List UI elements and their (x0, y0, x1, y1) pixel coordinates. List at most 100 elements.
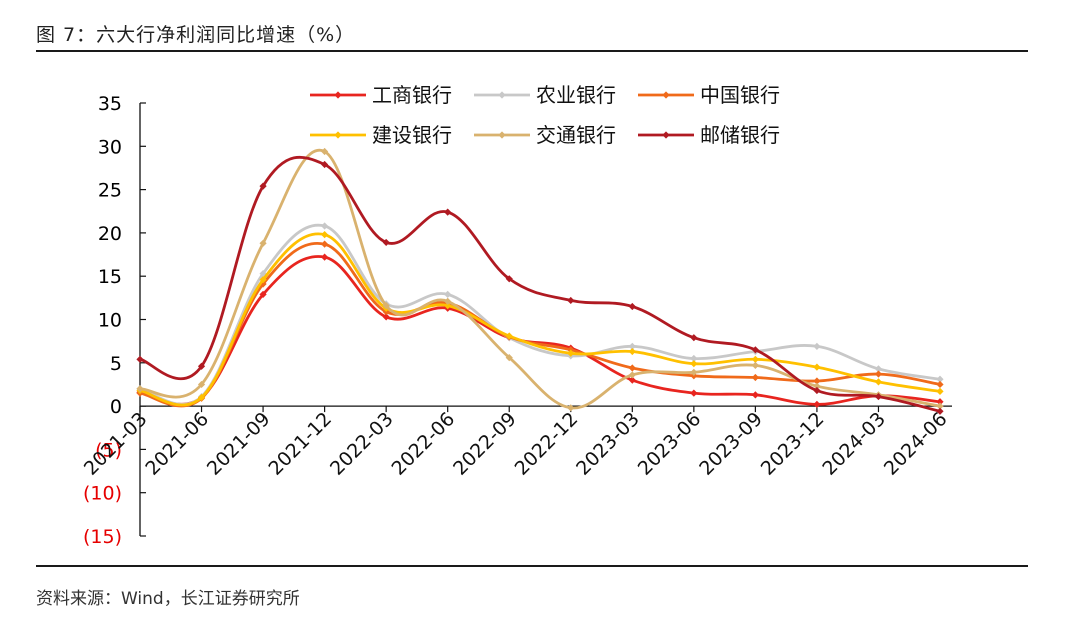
data-point-marker (197, 380, 206, 389)
top-rule (36, 50, 1028, 52)
data-point-marker (382, 313, 390, 321)
x-tick-label: 2022-12 (511, 408, 583, 480)
data-point-marker (874, 378, 883, 386)
y-tick-label: 35 (98, 93, 122, 115)
legend-label: 交通银行 (536, 123, 616, 147)
y-tick-label: 25 (98, 180, 122, 202)
legend-item: 邮储银行 (638, 123, 780, 147)
legend-item: 农业银行 (474, 83, 616, 107)
series-1 (136, 222, 944, 406)
y-tick-label: (10) (83, 483, 122, 505)
data-point-marker (813, 342, 821, 350)
data-point-marker (874, 370, 883, 378)
data-point-marker (259, 239, 267, 247)
data-point-marker (751, 355, 759, 363)
x-tick-label: 2022-06 (388, 408, 460, 480)
data-point-marker (628, 364, 636, 372)
legend-marker (662, 91, 670, 99)
legend-item: 中国银行 (638, 83, 780, 107)
data-point-marker (259, 276, 267, 284)
bottom-rule (36, 565, 1028, 567)
data-point-marker (628, 376, 636, 384)
data-point-marker (444, 290, 452, 298)
data-point-marker (936, 380, 944, 389)
legend-label: 建设银行 (372, 123, 452, 147)
data-point-marker (444, 302, 452, 310)
y-tick-label: 30 (98, 136, 122, 158)
axes: 35302520151050(5)(10)(15)2021-032021-062… (80, 93, 952, 548)
data-point-marker (690, 389, 698, 397)
legend-item: 交通银行 (474, 123, 616, 147)
data-point-marker (259, 280, 267, 288)
data-point-marker (136, 355, 144, 363)
x-tick-label: 2023-03 (572, 408, 644, 480)
data-point-marker (690, 334, 698, 342)
legend-marker (334, 91, 342, 99)
data-point-marker (259, 290, 267, 298)
data-point-marker (628, 342, 636, 350)
data-point-marker (813, 400, 821, 408)
data-point-marker (690, 368, 698, 376)
data-point-marker (813, 377, 821, 385)
figure-source: 资料来源：Wind，长江证券研究所 (36, 589, 300, 609)
data-point-marker (874, 365, 883, 373)
legend-label: 农业银行 (536, 83, 616, 107)
data-point-marker (136, 385, 144, 393)
data-point-marker (444, 208, 452, 216)
data-point-marker (197, 393, 206, 402)
data-point-marker (321, 231, 329, 239)
series-layer (136, 147, 944, 415)
data-point-marker (259, 182, 267, 190)
x-tick-label: 2024-06 (880, 408, 952, 480)
data-point-marker (321, 222, 329, 230)
data-point-marker (259, 270, 267, 278)
x-tick-label: 2022-09 (449, 408, 521, 480)
data-point-marker (690, 360, 698, 368)
data-point-marker (321, 147, 329, 156)
data-point-marker (751, 361, 759, 369)
figure-title: 图 7：六大行净利润同比增速（%） (36, 24, 356, 46)
data-point-marker (936, 407, 944, 415)
data-point-marker (751, 346, 759, 354)
data-point-marker (628, 347, 636, 356)
y-tick-label: 20 (98, 223, 122, 245)
y-tick-label: 15 (98, 266, 122, 288)
data-point-marker (444, 297, 452, 305)
x-tick-label: 2021-03 (80, 408, 152, 480)
series-0 (136, 253, 944, 408)
legend-item: 工商银行 (310, 83, 452, 107)
data-point-marker (751, 373, 759, 382)
y-tick-label: 0 (110, 396, 122, 418)
y-tick-label: (5) (95, 439, 122, 461)
data-point-marker (628, 371, 636, 379)
data-point-marker (382, 238, 390, 247)
y-tick-label: (15) (83, 526, 122, 548)
data-point-marker (567, 349, 575, 357)
legend-label: 工商银行 (372, 83, 452, 107)
legend-item: 建设银行 (310, 123, 452, 147)
x-tick-label: 2023-12 (757, 408, 829, 480)
series-line (138, 241, 942, 408)
legend-marker (498, 131, 506, 139)
data-point-marker (505, 275, 513, 283)
y-tick-label: 5 (110, 353, 122, 375)
x-tick-label: 2021-09 (203, 408, 275, 480)
series-line (138, 232, 942, 407)
data-point-marker (321, 160, 329, 169)
x-tick-label: 2023-09 (695, 408, 767, 480)
legend-label: 中国银行 (700, 83, 780, 107)
data-point-marker (567, 296, 575, 305)
legend-marker (498, 91, 506, 99)
series-2 (136, 240, 944, 408)
data-point-marker (628, 302, 636, 311)
data-point-marker (690, 354, 698, 363)
series-3 (136, 231, 944, 407)
data-point-marker (813, 363, 821, 371)
data-point-marker (321, 253, 329, 261)
x-tick-label: 2023-06 (634, 408, 706, 480)
data-point-marker (321, 240, 329, 248)
data-point-marker (813, 382, 821, 390)
data-point-marker (505, 354, 513, 362)
